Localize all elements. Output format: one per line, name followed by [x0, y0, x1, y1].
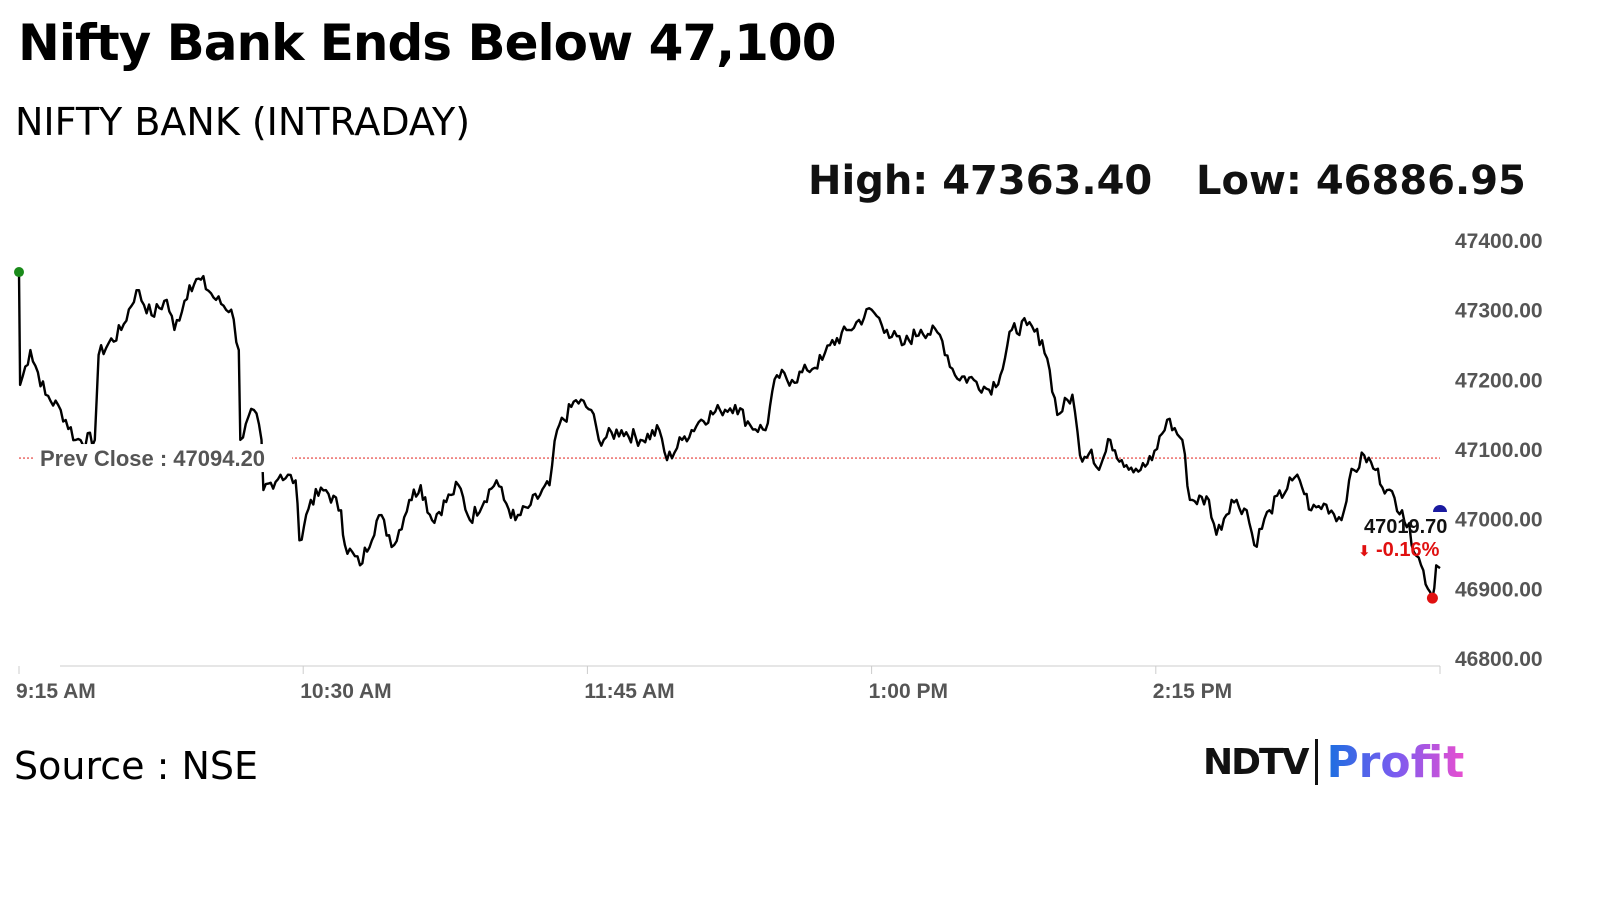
y-tick-label: 46900.00	[1455, 578, 1543, 601]
logo-divider	[1315, 739, 1319, 785]
page-title: Nifty Bank Ends Below 47,100	[18, 14, 837, 72]
ndtv-profit-logo: NDTV Profit	[1203, 736, 1465, 788]
x-tick-label: 10:30 AM	[300, 680, 391, 703]
high-value: High: 47363.40	[808, 158, 1153, 204]
prev-close-label: Prev Close : 47094.20	[40, 446, 265, 471]
chart-subtitle: NIFTY BANK (INTRADAY)	[15, 100, 471, 144]
y-tick-label: 47200.00	[1455, 369, 1543, 392]
x-tick-label: 2:15 PM	[1153, 680, 1232, 703]
y-tick-label: 47000.00	[1455, 509, 1543, 532]
change-percent: -0.16%	[1376, 539, 1440, 561]
x-tick-label: 11:45 AM	[584, 680, 674, 703]
last-value-label: 47019.70	[1364, 516, 1447, 538]
x-tick-label: 9:15 AM	[16, 680, 96, 703]
close-dot	[1433, 504, 1447, 512]
open-dot	[14, 267, 24, 278]
price-line	[17, 271, 1441, 600]
y-tick-label: 47400.00	[1455, 230, 1543, 253]
y-tick-label: 47100.00	[1455, 439, 1543, 462]
prev-close-label-bg	[34, 444, 292, 473]
logo-profit: Profit	[1326, 736, 1465, 788]
y-tick-label: 46800.00	[1455, 648, 1543, 671]
change-arrow-icon: ⬇	[1358, 542, 1371, 560]
low-dot	[1426, 592, 1438, 604]
low-value: Low: 46886.95	[1196, 158, 1526, 204]
source-label: Source : NSE	[14, 744, 259, 788]
logo-ndtv: NDTV	[1203, 741, 1309, 783]
y-tick-label: 47300.00	[1455, 300, 1543, 323]
x-tick-label: 1:00 PM	[869, 680, 948, 703]
